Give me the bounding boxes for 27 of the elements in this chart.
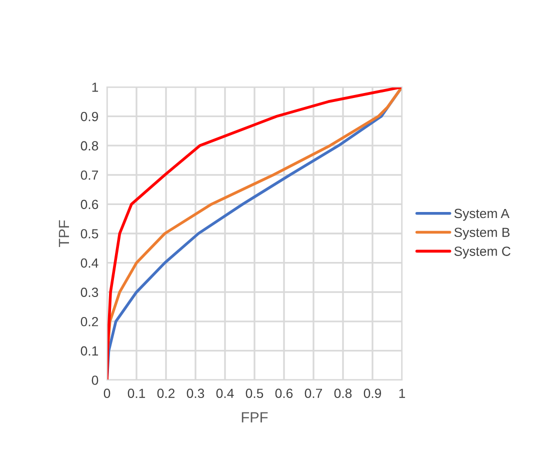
y-tick-label: 1	[92, 82, 98, 92]
x-tick-label: 0.1	[128, 388, 146, 398]
x-tick-label: 0.5	[246, 388, 264, 398]
legend-label: System A	[454, 208, 510, 221]
y-tick-label: 0.5	[80, 229, 98, 238]
x-tick-label: 0.8	[334, 388, 352, 398]
x-axis-title: FPF	[242, 412, 268, 422]
x-tick-label: 0.6	[275, 388, 293, 398]
y-tick-label: 0.1	[80, 346, 98, 356]
y-tick-label: 0.2	[80, 316, 98, 326]
y-tick-label: 0.3	[80, 288, 98, 298]
legend-label: System B	[454, 228, 510, 240]
x-tick-label: 0	[104, 388, 110, 398]
x-tick-label: 0.3	[186, 388, 204, 398]
x-tick-label: 0.9	[364, 388, 382, 398]
y-tick-label: 0.6	[80, 200, 98, 210]
y-tick-label: 0	[92, 376, 98, 385]
y-axis-title: TPF	[58, 220, 69, 247]
x-tick-label: 0.7	[304, 388, 322, 398]
y-tick-label: 0.9	[80, 112, 98, 122]
x-tick-label: 0.4	[216, 388, 234, 398]
y-tick-label: 0.4	[80, 258, 98, 268]
y-tick-label: 0.8	[80, 141, 98, 151]
x-tick-label: 1	[399, 388, 406, 398]
y-tick-label: 0.7	[80, 170, 98, 180]
x-tick-label: 0.2	[157, 388, 175, 398]
legend-label: System C	[454, 246, 510, 259]
